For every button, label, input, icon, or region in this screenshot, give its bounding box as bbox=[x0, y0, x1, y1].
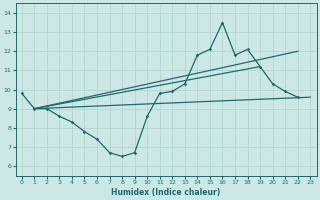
X-axis label: Humidex (Indice chaleur): Humidex (Indice chaleur) bbox=[111, 188, 221, 197]
